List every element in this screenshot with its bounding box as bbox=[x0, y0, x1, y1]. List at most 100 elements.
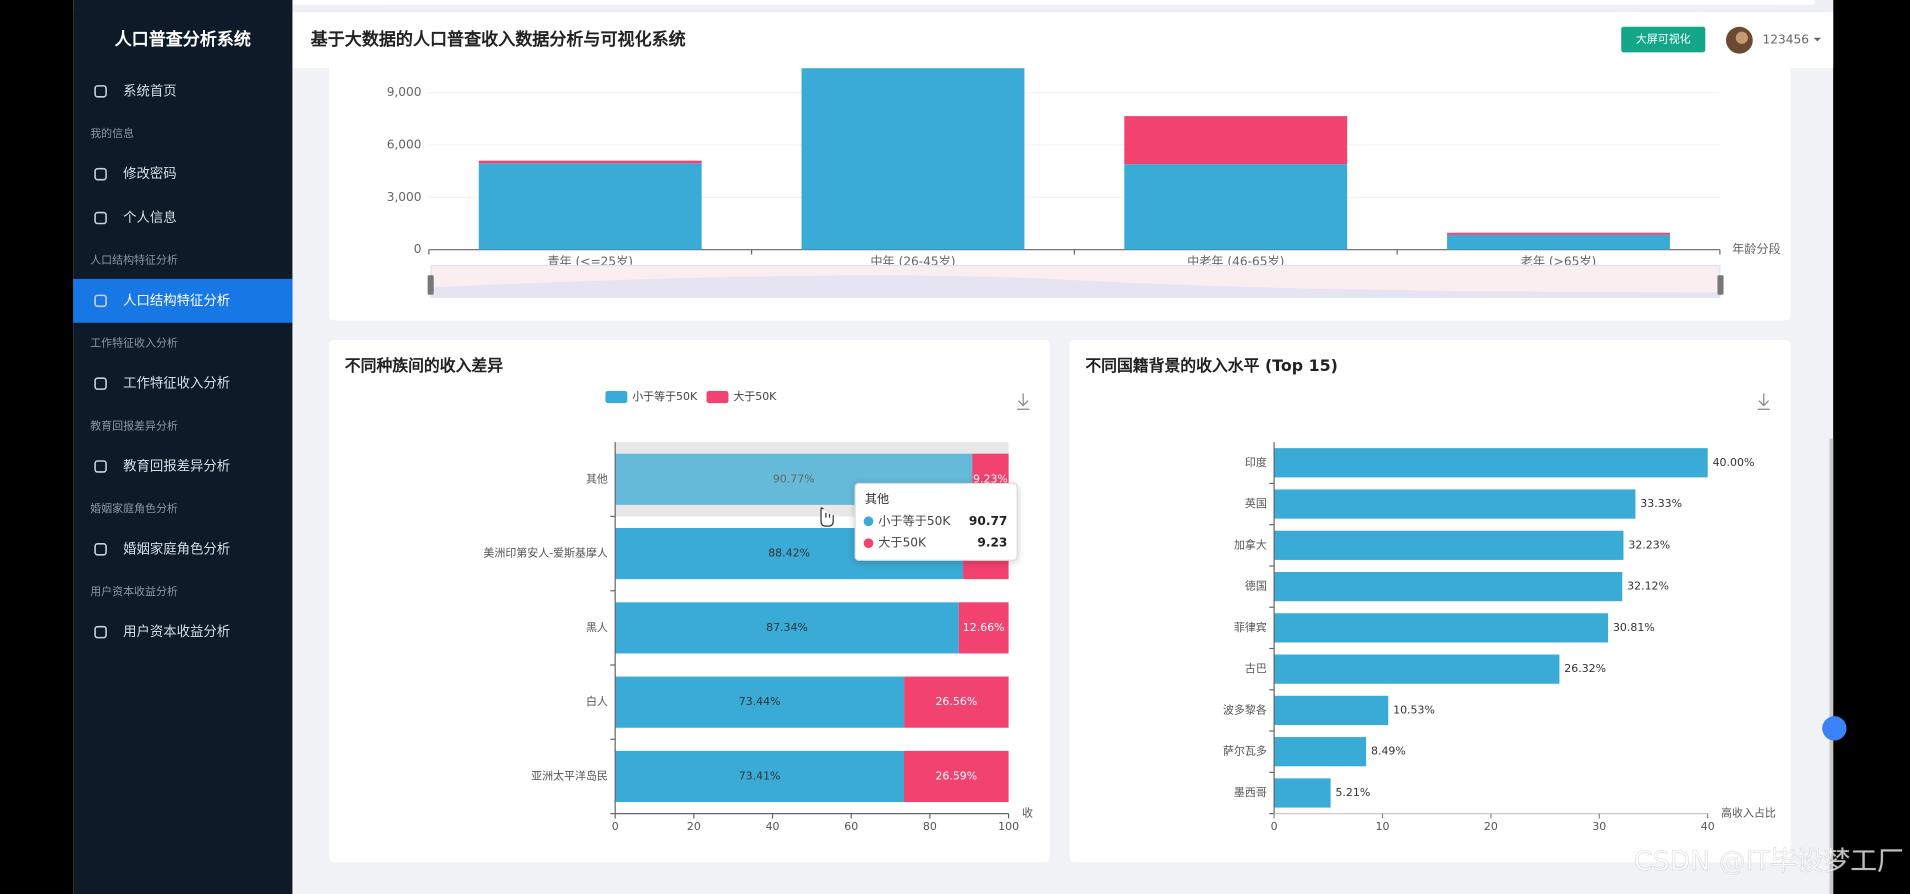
y-tick-label: 0 bbox=[414, 242, 422, 256]
x-tick-label: 老年 (>65岁) bbox=[1521, 253, 1596, 268]
x-tick-label: 100 bbox=[998, 820, 1019, 833]
data-label: 8.49% bbox=[1371, 745, 1406, 758]
menu-icon bbox=[94, 625, 107, 639]
bar bbox=[1274, 530, 1624, 560]
bar bbox=[1274, 489, 1636, 519]
sidebar-title: 人口普查分析系统 bbox=[115, 29, 251, 50]
menu-section: 婚姻家庭角色分析 bbox=[90, 501, 178, 515]
tooltip-series: 大于50K bbox=[878, 536, 927, 550]
y-tick-label: 6,000 bbox=[387, 137, 422, 151]
top-strip-bar bbox=[292, 0, 1815, 5]
x-tick-label: 30 bbox=[1592, 820, 1606, 833]
data-label: 10.53% bbox=[1393, 703, 1435, 716]
menu-item[interactable]: 修改密码 bbox=[123, 165, 177, 182]
menu-item[interactable]: 工作特征收入分析 bbox=[123, 376, 230, 392]
y-tick-label: 9,000 bbox=[387, 85, 422, 99]
data-label: 5.21% bbox=[1335, 786, 1370, 799]
data-label: 32.12% bbox=[1627, 580, 1669, 593]
x-tick-label: 中年 (26-45岁) bbox=[870, 253, 955, 268]
download-icon[interactable] bbox=[1017, 393, 1030, 410]
card-title: 不同国籍背景的收入水平 (Top 15) bbox=[1085, 356, 1338, 375]
header-title: 基于大数据的人口普查收入数据分析与可视化系统 bbox=[311, 29, 686, 50]
data-label: 33.33% bbox=[1640, 497, 1682, 510]
menu-icon bbox=[94, 377, 107, 390]
x-tick-label: 0 bbox=[612, 820, 619, 833]
tooltip-box bbox=[854, 482, 1018, 561]
x-tick-label: 青年 (<=25岁) bbox=[547, 253, 633, 268]
bar bbox=[1274, 778, 1331, 808]
side-toggle[interactable] bbox=[1822, 716, 1847, 741]
tooltip-value: 90.77 bbox=[969, 514, 1007, 528]
menu-section: 人口结构特征分析 bbox=[90, 253, 178, 267]
y-tick-label: 黑人 bbox=[586, 621, 608, 634]
bar-segment bbox=[615, 602, 959, 654]
data-label: 30.81% bbox=[1613, 621, 1655, 634]
menu-item[interactable]: 个人信息 bbox=[123, 209, 177, 226]
menu-item[interactable]: 婚姻家庭角色分析 bbox=[123, 540, 230, 557]
tooltip-marker bbox=[863, 538, 874, 549]
bar-segment bbox=[1124, 116, 1348, 165]
x-tick-label: 0 bbox=[1271, 820, 1278, 833]
y-tick-label: 白人 bbox=[586, 694, 608, 708]
bar bbox=[1274, 613, 1609, 643]
download-icon[interactable] bbox=[1757, 393, 1770, 410]
data-label: 88.42% bbox=[768, 547, 810, 560]
menu-section: 工作特征收入分析 bbox=[90, 335, 178, 349]
sidebar bbox=[73, 0, 293, 894]
x-tick-label: 60 bbox=[844, 820, 858, 833]
menu-item[interactable]: 用户资本收益分析 bbox=[123, 623, 230, 640]
x-axis-name: 收 bbox=[1022, 806, 1033, 820]
x-axis-name: 年龄分段 bbox=[1732, 241, 1781, 256]
x-axis-name: 高收入占比 bbox=[1721, 806, 1776, 820]
dropdown-caret[interactable] bbox=[1813, 37, 1821, 42]
datazoom-handle[interactable] bbox=[1717, 275, 1724, 295]
menu-item[interactable]: 人口结构特征分析 bbox=[123, 293, 230, 309]
menu-icon bbox=[94, 85, 107, 98]
y-tick-label: 菲律宾 bbox=[1234, 620, 1267, 634]
bar-segment bbox=[903, 750, 1009, 803]
tooltip-title: 其他 bbox=[865, 492, 889, 506]
data-label: 73.44% bbox=[739, 695, 781, 708]
cursor bbox=[820, 507, 834, 527]
menu-icon bbox=[94, 211, 107, 225]
data-label: 26.32% bbox=[1564, 662, 1606, 675]
watermark: CSDN @IT毕设梦工厂 bbox=[1634, 846, 1904, 877]
datazoom-handle[interactable] bbox=[427, 275, 434, 295]
menu-section: 用户资本收益分析 bbox=[90, 584, 178, 598]
y-tick-label: 墨西哥 bbox=[1234, 786, 1267, 799]
data-label: 90.77% bbox=[773, 472, 815, 485]
data-label: 12.66% bbox=[963, 621, 1005, 634]
menu-icon bbox=[94, 294, 107, 308]
datazoom-shadow bbox=[431, 275, 1720, 298]
x-tick-label: 10 bbox=[1376, 820, 1390, 833]
menu-icon bbox=[94, 460, 107, 473]
screen-button[interactable] bbox=[1621, 26, 1706, 53]
data-label: 26.56% bbox=[935, 695, 977, 708]
y-tick-label: 德国 bbox=[1245, 579, 1267, 593]
screen-button-label[interactable]: 大屏可视化 bbox=[1636, 32, 1691, 46]
data-label: 40.00% bbox=[1713, 456, 1755, 469]
legend-swatch bbox=[605, 390, 628, 404]
bar-segment bbox=[615, 750, 904, 803]
y-tick-label: 加拿大 bbox=[1234, 537, 1267, 551]
menu-icon bbox=[94, 167, 107, 181]
y-tick-label: 英国 bbox=[1245, 496, 1267, 510]
header bbox=[292, 12, 1834, 69]
tooltip-series: 小于等于50K bbox=[878, 514, 951, 528]
x-tick-label: 20 bbox=[687, 820, 701, 833]
data-label: 87.34% bbox=[766, 621, 808, 634]
y-tick-label: 亚洲太平洋岛民 bbox=[531, 768, 608, 782]
x-tick-label: 80 bbox=[923, 820, 937, 833]
username[interactable]: 123456 bbox=[1763, 33, 1809, 47]
menu-item[interactable]: 系统首页 bbox=[123, 83, 177, 99]
x-tick-label: 40 bbox=[1701, 820, 1715, 833]
menu-item[interactable]: 教育回报差异分析 bbox=[123, 458, 230, 474]
y-tick-label: 波多黎各 bbox=[1223, 702, 1267, 716]
bar bbox=[1274, 695, 1389, 726]
tooltip-marker bbox=[863, 516, 874, 527]
y-tick-label: 印度 bbox=[1245, 455, 1267, 469]
avatar-face bbox=[1735, 31, 1748, 44]
bar-segment bbox=[801, 66, 1025, 250]
bar-segment bbox=[1447, 232, 1670, 235]
